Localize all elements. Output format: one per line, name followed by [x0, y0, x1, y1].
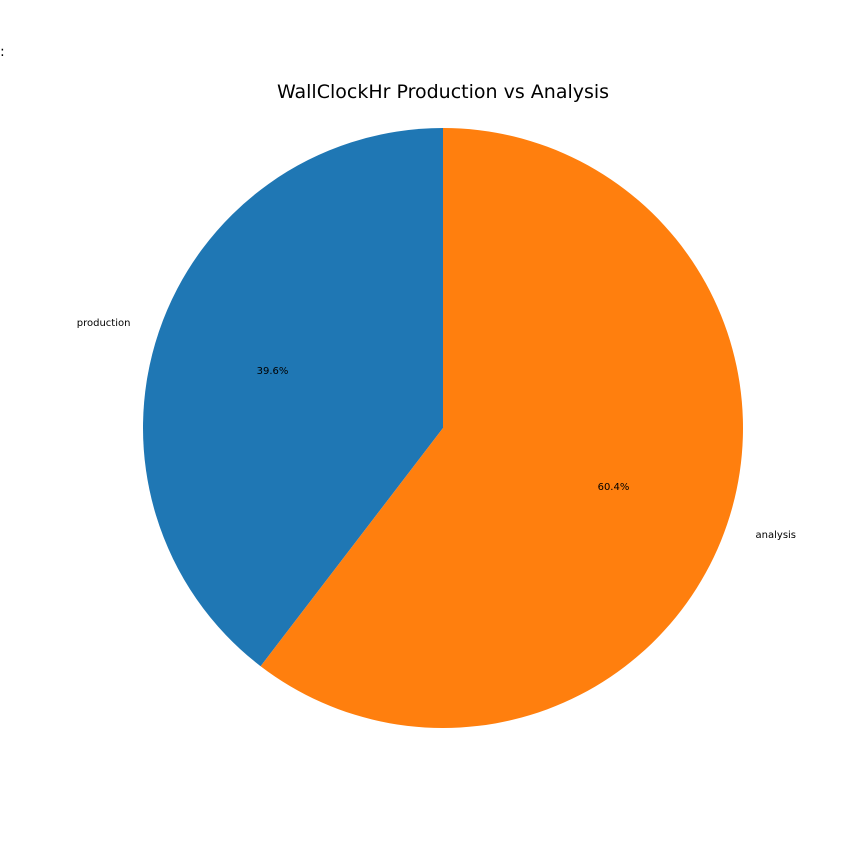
- pct-label-analysis: 60.4%: [598, 482, 630, 493]
- pie-slice-production: [143, 128, 443, 667]
- pct-label-production: 39.6%: [257, 366, 289, 377]
- pie-slice-analysis: [260, 128, 744, 729]
- corner-text: :: [0, 44, 5, 60]
- chart-title: WallClockHr Production vs Analysis: [277, 81, 609, 103]
- slice-label-analysis: analysis: [756, 530, 797, 541]
- pie-labels: production 39.6% analysis 60.4%: [77, 318, 796, 541]
- pie-slices: [143, 128, 744, 729]
- slice-label-production: production: [77, 318, 131, 329]
